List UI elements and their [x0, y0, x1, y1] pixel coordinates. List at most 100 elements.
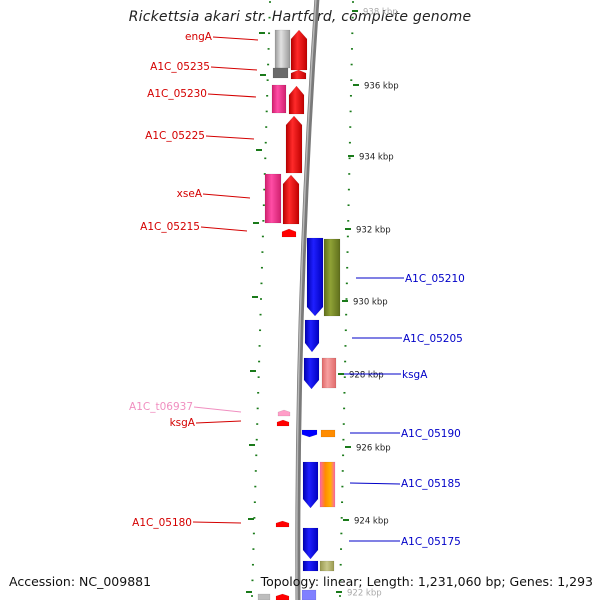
scale-dot — [346, 266, 349, 269]
gene-label-text[interactable]: A1C_05185 — [401, 478, 461, 490]
gene-arrow-A1C_05230[interactable] — [288, 85, 305, 115]
scale-dot — [340, 517, 343, 519]
gene-arrow-A1C_t06937[interactable] — [277, 409, 291, 417]
left-scale-line — [251, 1, 271, 597]
scale-tick — [352, 10, 358, 12]
gene-label-right-4[interactable]: A1C_05185 — [349, 478, 461, 490]
scale-dot — [343, 391, 346, 394]
gene-label-right-3[interactable]: A1C_05190 — [350, 428, 461, 440]
scale-dot — [262, 220, 265, 222]
gene-arrow-engA[interactable] — [290, 29, 308, 71]
scale-tick — [253, 222, 259, 224]
gene-label-left-7[interactable]: ksgA — [170, 417, 242, 429]
scale-dot — [263, 173, 266, 175]
gene-arrow-A1C_05215[interactable] — [281, 228, 297, 238]
cog-box-xseA[interactable] — [264, 173, 282, 224]
scale-dot — [349, 94, 352, 97]
gene-label-left-2[interactable]: A1C_05230 — [147, 88, 257, 100]
gene-arrow-A1C_05180[interactable] — [275, 520, 290, 528]
gene-label-text[interactable]: A1C_05215 — [140, 221, 200, 233]
gene-label-left-3[interactable]: A1C_05225 — [145, 130, 255, 142]
gene-label-left-8[interactable]: A1C_05180 — [132, 517, 242, 529]
cog-box-A1C_05210[interactable] — [323, 238, 341, 317]
cog-box-A1C_05230[interactable] — [271, 84, 287, 114]
gene-label-text[interactable]: A1C_05230 — [147, 88, 207, 100]
gene-label-left-1[interactable]: A1C_05235 — [150, 61, 258, 73]
gene-label-text[interactable]: xseA — [177, 188, 203, 200]
gene-label-text[interactable]: A1C_05205 — [403, 333, 463, 345]
gene-body-A1C_05175-lower[interactable] — [302, 560, 319, 572]
feature-labels[interactable]: engA A1C_05235 A1C_05230 A1C_05225 xseA A1C_0… — [129, 31, 465, 548]
gene-label-left-4[interactable]: xseA — [177, 188, 251, 200]
scale-dot — [347, 220, 350, 222]
scale-dot — [255, 454, 258, 457]
gene-arrow-A1C_05185[interactable] — [302, 461, 319, 509]
scale-dot — [257, 376, 260, 378]
scale-track: 938 kbp 936 kbp 934 kbp 932 kbp 930 kbp 928 k… — [246, 1, 399, 599]
gene-label-right-2[interactable]: ksgA — [344, 369, 428, 381]
scale-dot — [251, 579, 254, 582]
gene-label-left-0[interactable]: engA — [185, 31, 259, 43]
scale-dot — [259, 313, 262, 316]
cog-box-engA-dark[interactable] — [272, 67, 289, 79]
feature-track[interactable] — [257, 29, 341, 600]
gene-label-text[interactable]: A1C_05235 — [150, 61, 210, 73]
cog-box-A1C_05175[interactable] — [319, 560, 335, 572]
cog-box-ksgA[interactable] — [321, 357, 337, 389]
scale-tick — [259, 32, 265, 34]
scale-dot — [350, 79, 353, 81]
scale-tick — [342, 300, 348, 302]
gene-label-text[interactable]: ksgA — [402, 369, 428, 381]
gene-label-text[interactable]: A1C_05225 — [145, 130, 205, 142]
scale-dot — [257, 391, 260, 394]
gene-label-left-5[interactable]: A1C_05215 — [140, 221, 248, 233]
gene-label-text[interactable]: A1C_05175 — [401, 536, 461, 548]
scale-dot — [343, 376, 346, 378]
scale-dot — [251, 595, 253, 597]
gene-arrow-ksgA-left[interactable] — [276, 419, 290, 427]
gene-label-right-5[interactable]: A1C_05175 — [349, 536, 461, 548]
gene-label-text[interactable]: ksgA — [170, 417, 196, 429]
label-leader-line — [192, 521, 242, 524]
gene-label-left-6[interactable]: A1C_t06937 — [129, 401, 242, 413]
gene-label-right-0[interactable]: A1C_05210 — [356, 273, 465, 285]
genome-backbone — [295, 0, 320, 600]
gene-arrow-A1C_05210[interactable] — [306, 237, 324, 317]
gene-arrow-A1C_05175[interactable] — [302, 527, 319, 560]
scale-tick — [249, 444, 255, 446]
scale-dot — [253, 501, 256, 504]
label-leader-line — [195, 420, 242, 424]
gene-label-text[interactable]: A1C_05210 — [405, 273, 465, 285]
scale-dot — [265, 126, 268, 128]
scale-tick — [345, 446, 351, 448]
gene-arrow-A1C_05190[interactable] — [301, 429, 318, 438]
gene-label-text[interactable]: engA — [185, 31, 213, 43]
cog-box-bottom[interactable] — [257, 593, 271, 600]
cog-box-A1C_05190[interactable] — [320, 429, 336, 438]
cog-box-engA[interactable] — [274, 29, 291, 69]
scale-dot — [351, 32, 354, 35]
scale-dot — [340, 532, 343, 535]
scale-dot — [252, 532, 255, 535]
scale-tick — [260, 74, 266, 76]
scale-dot — [264, 141, 267, 144]
gene-arrow-A1C_05235[interactable] — [290, 69, 307, 80]
scale-tick-label: 934 kbp — [359, 153, 394, 163]
gene-arrow-bottom[interactable] — [275, 593, 290, 600]
scale-tick-label: 924 kbp — [354, 517, 389, 527]
gene-arrow-xseA[interactable] — [282, 174, 300, 225]
gene-arrow-ksgA-right[interactable] — [303, 357, 320, 390]
scale-tick-label: 936 kbp — [364, 82, 399, 92]
scale-dot — [260, 282, 263, 285]
gene-label-text[interactable]: A1C_05180 — [132, 517, 192, 529]
gene-label-right-1[interactable]: A1C_05205 — [352, 333, 463, 345]
gene-label-text[interactable]: A1C_t06937 — [129, 401, 193, 413]
scale-tick — [345, 228, 351, 230]
gene-arrow-A1C_05225[interactable] — [285, 115, 303, 174]
gene-body-bottom-right[interactable] — [301, 589, 317, 600]
gene-arrow-A1C_05205[interactable] — [304, 319, 320, 353]
scale-tick-label: 932 kbp — [356, 226, 391, 236]
gene-label-text[interactable]: A1C_05190 — [401, 428, 461, 440]
cog-box-A1C_05185[interactable] — [319, 461, 336, 508]
